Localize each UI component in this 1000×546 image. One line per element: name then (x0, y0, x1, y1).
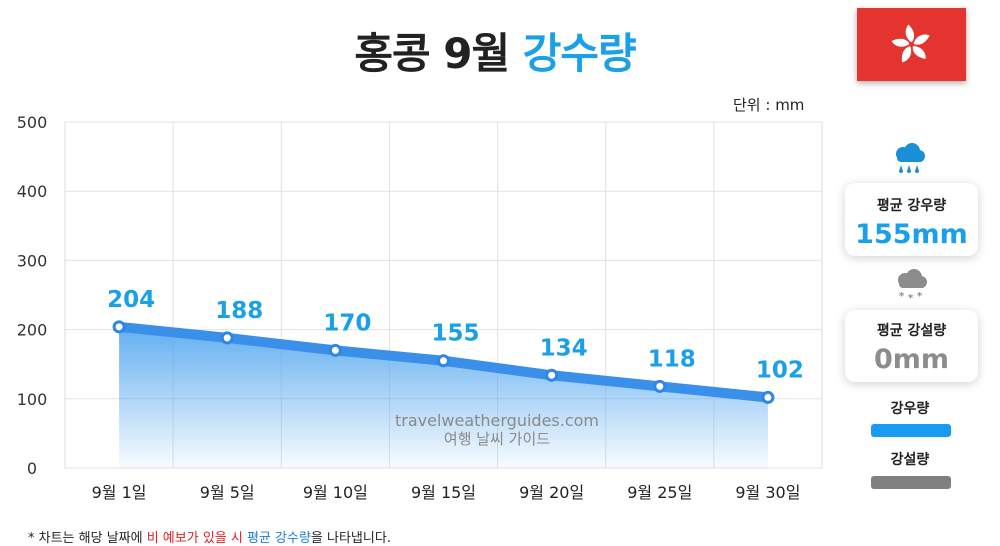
hong-kong-flag-icon (857, 8, 966, 81)
y-tick-label: 100 (17, 390, 48, 409)
data-label: 155 (431, 321, 479, 347)
snow-cloud-icon: * * * (898, 269, 927, 302)
x-axis-ticks: 9월 1일 9월 5일 9월 10일 9월 15일 9월 20일 9월 25일 9월 30일 (92, 483, 801, 502)
x-tick-label: 9월 5일 (200, 483, 255, 502)
x-tick-label: 9월 25일 (627, 483, 692, 502)
footnote: * 차트는 해당 날짜에 비 예보가 있을 시 평균 강수량을 나타냅니다. (28, 527, 391, 546)
watermark-url: travelweatherguides.com (395, 411, 599, 430)
avg-snowfall-value: 0mm (873, 344, 950, 375)
data-point (220, 331, 234, 345)
avg-snowfall-card: 평균 강설량 0mm (845, 310, 978, 382)
data-label: 204 (107, 287, 155, 313)
watermark-text: 여행 날씨 가이드 (444, 430, 550, 448)
page-title: 홍콩 9월 강수량 (0, 20, 990, 81)
x-tick-label: 9월 1일 (92, 483, 147, 502)
svg-text:*: * (908, 293, 914, 302)
avg-rainfall-card: 평균 강우량 155mm (845, 183, 978, 256)
avg-rainfall-value: 155mm (855, 219, 968, 250)
data-point (328, 343, 342, 357)
footnote-blue: 평균 강수량 (246, 531, 311, 546)
data-label: 118 (648, 346, 696, 372)
unit-label: 단위 : mm (733, 96, 805, 114)
data-label: 134 (540, 335, 588, 361)
avg-rainfall-label: 평균 강우량 (876, 198, 947, 214)
y-tick-label: 400 (17, 182, 48, 201)
y-tick-label: 0 (27, 459, 37, 478)
title-accent: 강수량 (522, 29, 637, 78)
y-tick-label: 300 (17, 251, 48, 270)
y-tick-label: 500 (17, 113, 48, 132)
x-tick-label: 9월 20일 (519, 483, 584, 502)
footnote-red: 비 예보가 있을 시 (146, 531, 243, 546)
legend-rain-label: 강우량 (890, 401, 930, 417)
data-label: 188 (215, 298, 263, 324)
x-tick-label: 9월 15일 (411, 483, 476, 502)
rain-cloud-icon (896, 143, 925, 173)
data-point (545, 368, 559, 382)
legend-snow-label: 강설량 (890, 452, 930, 468)
svg-text:*: * (899, 291, 905, 302)
data-points (112, 320, 775, 404)
svg-text:*: * (917, 291, 923, 302)
footnote-suffix: 을 나타냅니다. (310, 531, 391, 546)
data-labels: 204 188 170 155 134 118 102 (107, 287, 804, 384)
data-label: 170 (323, 310, 371, 336)
data-point (761, 390, 775, 404)
footnote-prefix: * 차트는 해당 날짜에 (28, 531, 147, 546)
x-tick-label: 9월 10일 (303, 483, 368, 502)
y-tick-label: 200 (17, 321, 48, 340)
series-area (119, 326, 768, 468)
avg-snowfall-label: 평균 강설량 (876, 323, 947, 339)
data-point (112, 320, 126, 334)
y-axis-ticks: 500 400 300 200 100 0 (17, 113, 48, 478)
x-tick-label: 9월 30일 (735, 483, 800, 502)
data-point (653, 379, 667, 393)
data-point (437, 354, 450, 368)
data-label: 102 (756, 357, 804, 383)
title-main: 홍콩 9월 (354, 29, 510, 78)
legend-snow-swatch (871, 476, 951, 489)
legend-rain-swatch (871, 424, 951, 437)
